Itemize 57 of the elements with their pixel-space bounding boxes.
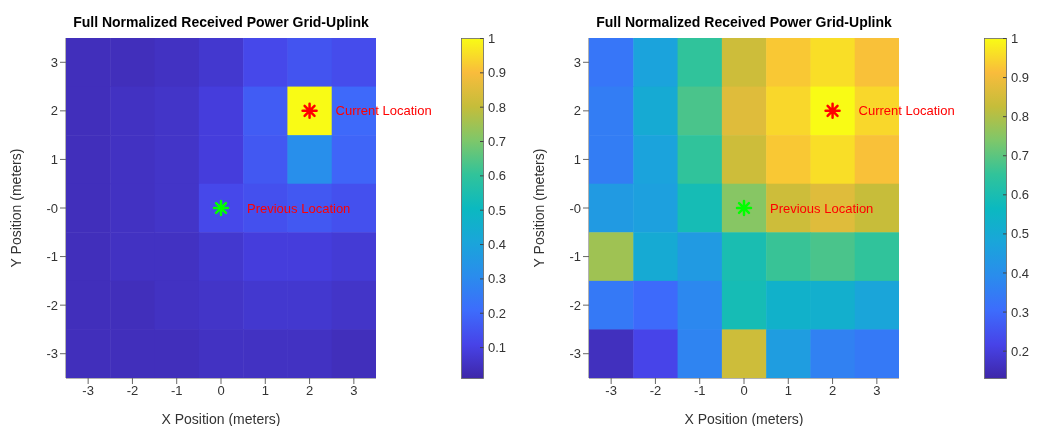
y-tick-label: 2 [573,103,581,119]
x-tick-label: 0 [740,383,748,399]
color-bar-label: 0.4 [1011,265,1030,281]
y-tick-label: 2 [50,103,58,119]
y-tick-label: -3 [46,346,58,362]
y-tick-label: -0 [46,200,58,216]
chart-title: Full Normalized Received Power Grid-Uplink [72,14,370,30]
color-bar-label: 0.7 [488,134,507,150]
y-axis-title: Y Position (meters) [7,148,24,268]
color-bar-label: 0.3 [488,271,507,287]
x-tick-label: 1 [261,383,269,399]
x-tick-label: -3 [82,383,94,399]
y-tick-label: 3 [573,54,581,70]
x-tick-label: 2 [305,383,314,399]
x-axis-title: X Position (meters) [161,411,281,427]
color-bar-label: 0.9 [488,65,507,81]
color-bar-label: 0.2 [1011,343,1030,359]
x-tick-label: -2 [126,383,139,399]
colorbar: 0.2 0.3 0.4 0.5 0.6 0.7 0.8 0.9 1 [984,28,1047,388]
x-tick-label: 0 [217,383,225,399]
color-bar-label: 0.5 [1011,226,1030,242]
x-tick-label: -3 [605,383,617,399]
color-bar-label: 0.1 [488,340,507,356]
color-bar-label: 0.2 [488,305,507,321]
x-tick-label: -2 [649,383,662,399]
annotation: Previous Location [770,200,874,216]
x-tick-label: 3 [350,383,358,399]
color-bar-label: 0.3 [1011,304,1030,320]
x-tick-label: 3 [873,383,881,399]
y-tick-label: -3 [569,346,581,362]
y-tick-label: 1 [573,152,581,168]
color-bar-label: 0.5 [488,202,507,218]
color-bar-label: 0.4 [488,237,507,253]
color-bar-label: 0.6 [1011,187,1030,203]
color-bar-label: 0.6 [488,168,507,184]
color-bar-label: 0.7 [1011,148,1030,164]
color-bar-label: 0.8 [488,99,507,115]
x-tick-label: -1 [693,383,706,399]
y-tick-label: -2 [46,297,58,313]
x-tick-label: 2 [828,383,837,399]
color-bar-label: 1 [488,31,496,47]
y-tick-label: -0 [569,200,581,216]
annotation: Previous Location [247,200,351,216]
y-tick-label: -1 [569,249,581,265]
x-tick-label: -1 [170,383,183,399]
y-tick-label: -1 [46,249,58,265]
y-tick-label: 3 [50,54,58,70]
y-axis-title: Y Position (meters) [530,148,547,268]
color-bar-label: 1 [1011,31,1019,47]
colorbar: 0.1 0.2 0.3 0.4 0.5 0.6 0.7 0.8 0.9 1 [461,28,531,388]
chart-title: Full Normalized Received Power Grid-Uplink [595,14,893,30]
y-tick-label: 1 [50,152,58,168]
x-tick-label: 1 [784,383,792,399]
color-bar-label: 0.8 [1011,109,1030,125]
y-tick-label: -2 [569,297,581,313]
color-bar-label: 0.9 [1011,70,1030,86]
x-axis-title: X Position (meters) [684,411,804,427]
